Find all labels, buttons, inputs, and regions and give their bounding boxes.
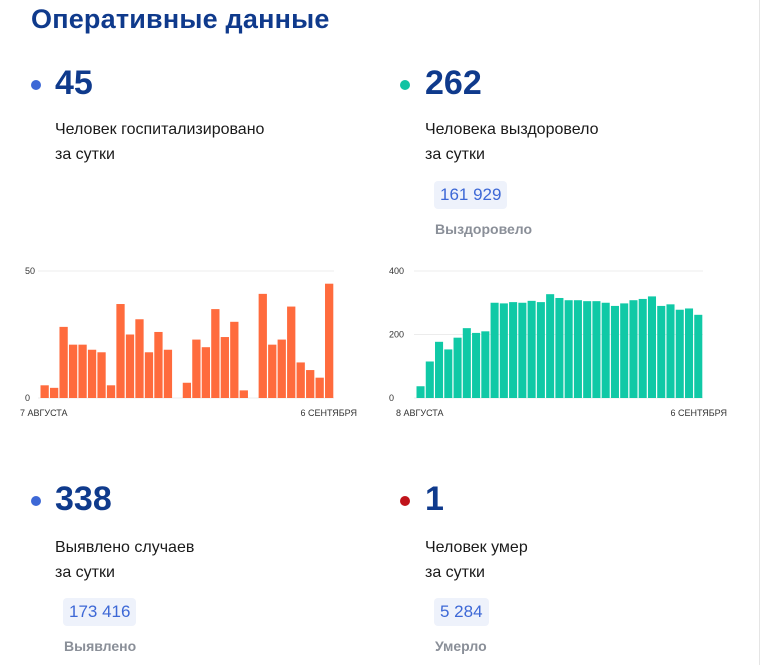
hospitalized-value: 45 (55, 64, 93, 102)
bar (462, 328, 471, 398)
bar (638, 298, 647, 398)
cases-total-label: Выявлено (64, 638, 137, 654)
bar (435, 341, 444, 398)
bar (78, 344, 87, 398)
bar (518, 302, 527, 398)
bar (97, 352, 106, 398)
bar (546, 294, 555, 398)
hospitalized-chart: 0 50 7 АВГУСТА 6 СЕНТЯБРЯ (20, 266, 357, 418)
x-tick-label-end: 6 СЕНТЯБРЯ (670, 408, 727, 418)
bar (620, 303, 629, 398)
recovered-line1: Человека выздоровело (425, 121, 599, 138)
bar (230, 321, 239, 398)
bar (201, 347, 211, 398)
bar (182, 382, 192, 398)
bar (647, 296, 657, 398)
x-tick-label-start: 8 АВГУСТА (396, 408, 444, 418)
recovered-value: 262 (425, 64, 482, 102)
bar (592, 301, 601, 398)
bar (555, 297, 564, 398)
bar (573, 300, 582, 398)
recovered-total: 161 929 (434, 181, 508, 209)
bar (135, 319, 144, 398)
hospitalized-line2: за сутки (55, 146, 115, 163)
bar (239, 390, 248, 398)
bar (287, 306, 296, 398)
bar (106, 385, 116, 398)
bar (416, 386, 425, 398)
bar (601, 302, 610, 398)
deaths-total-label: Умерло (435, 638, 487, 654)
bar (296, 362, 305, 398)
bar (425, 361, 434, 398)
bar (444, 349, 453, 398)
cases-value: 338 (55, 480, 112, 518)
bar (315, 377, 324, 398)
bar (40, 385, 49, 398)
bar (49, 387, 59, 398)
bar (87, 349, 97, 398)
bar (684, 308, 694, 398)
bar (666, 304, 675, 398)
bar (192, 339, 201, 398)
x-tick-label-start: 7 АВГУСТА (20, 408, 68, 418)
page-title: Оперативные данные (31, 4, 330, 34)
cases-line1: Выявлено случаев (55, 539, 195, 556)
deaths-line1: Человек умер (425, 539, 528, 556)
bar (125, 334, 135, 398)
bar (453, 337, 462, 398)
y-tick-label: 50 (25, 266, 35, 276)
bar (220, 337, 229, 398)
bar (211, 309, 220, 398)
y-tick-label: 0 (389, 393, 394, 403)
bar (499, 303, 508, 398)
recovered-chart: 0 200 400 8 АВГУСТА 6 СЕНТЯБРЯ (389, 266, 727, 418)
recovered-dot (400, 80, 410, 90)
x-tick-label-end: 6 СЕНТЯБРЯ (300, 408, 357, 418)
bar (325, 283, 334, 398)
deaths-value: 1 (425, 480, 444, 518)
bar (629, 300, 638, 398)
bar (258, 293, 267, 398)
bar (154, 331, 163, 398)
bar (268, 344, 277, 398)
deaths-description: Человек умер за сутки (425, 535, 528, 585)
page-edge-divider (759, 0, 760, 665)
cases-total: 173 416 (63, 598, 137, 626)
bar (694, 314, 703, 398)
cases-line2: за сутки (55, 564, 115, 581)
bar (481, 331, 490, 398)
bar (657, 305, 666, 398)
cases-dot (31, 496, 41, 506)
bar (509, 302, 518, 398)
bar (116, 304, 125, 398)
recovered-description: Человека выздоровело за сутки (425, 117, 598, 167)
deaths-total: 5 284 (434, 598, 489, 626)
hospitalized-line1: Человек госпитализировано (55, 121, 265, 138)
bar (277, 339, 286, 398)
bar (675, 309, 684, 398)
bar (490, 302, 499, 398)
bar (144, 352, 154, 398)
y-tick-label: 0 (25, 393, 30, 403)
recovered-total-label: Выздоровело (435, 221, 533, 237)
bar (59, 326, 68, 398)
hospitalized-dot (31, 80, 41, 90)
bar (583, 301, 592, 398)
bar (610, 305, 619, 398)
bar (536, 302, 545, 398)
bar (527, 300, 536, 398)
deaths-line2: за сутки (425, 564, 485, 581)
y-tick-label: 400 (389, 266, 404, 276)
bar (564, 300, 573, 398)
bar (306, 370, 315, 398)
bar (472, 332, 481, 398)
y-tick-label: 200 (389, 330, 404, 340)
deaths-dot (400, 496, 410, 506)
recovered-line2: за сутки (425, 146, 485, 163)
hospitalized-description: Человек госпитализировано за сутки (55, 117, 264, 167)
bar (163, 349, 173, 398)
cases-description: Выявлено случаев за сутки (55, 535, 194, 585)
bar (68, 344, 78, 398)
